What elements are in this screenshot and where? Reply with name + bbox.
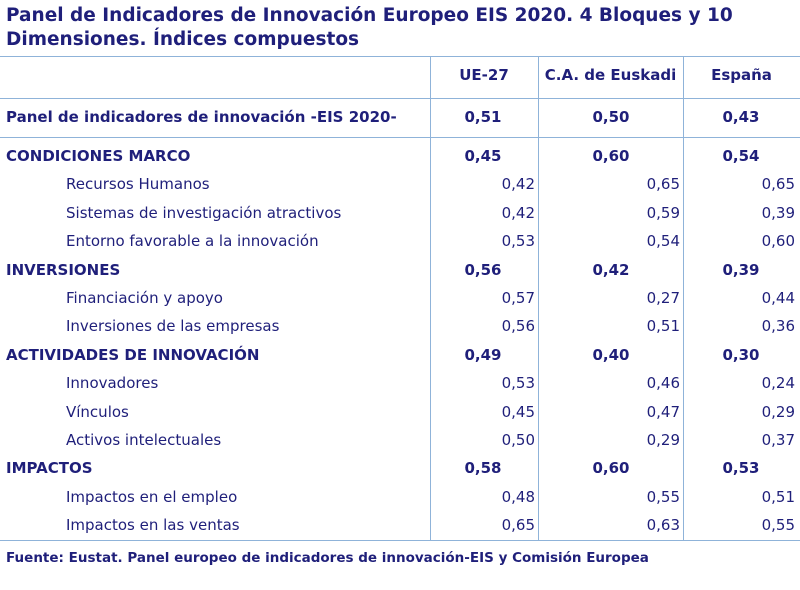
- cell-value: 0,45: [464, 147, 502, 165]
- row-label: Sistemas de investigación atractivos: [66, 203, 342, 222]
- divider: [0, 137, 800, 138]
- row-label: Impactos en las ventas: [66, 516, 240, 535]
- cell-value: 0,63: [646, 516, 680, 535]
- cell-value: 0,48: [501, 487, 535, 506]
- cell-value: 0,51: [464, 108, 502, 126]
- cell-value: 0,42: [501, 175, 535, 194]
- row-label: CONDICIONES MARCO: [6, 147, 191, 165]
- column-header-espana: España: [711, 66, 772, 84]
- column-header-euskadi: C.A. de Euskadi: [544, 66, 677, 84]
- cell-value: 0,55: [761, 516, 795, 535]
- cell-value: 0,53: [722, 459, 760, 478]
- divider: [0, 56, 800, 57]
- cell-value: 0,42: [501, 203, 535, 222]
- divider: [0, 98, 800, 99]
- cell-value: 0,58: [464, 459, 502, 478]
- group-row: IMPACTOS 0,58 0,60 0,53: [0, 454, 800, 482]
- cell-value: 0,65: [501, 516, 535, 535]
- cell-value: 0,43: [722, 108, 760, 126]
- cell-value: 0,54: [646, 232, 680, 251]
- row-label: IMPACTOS: [6, 459, 93, 478]
- item-row: Impactos en las ventas 0,65 0,63 0,55: [0, 511, 800, 539]
- cell-value: 0,42: [592, 260, 630, 279]
- column-header-ue27: UE-27: [459, 66, 509, 84]
- divider: [0, 540, 800, 541]
- cell-value: 0,50: [592, 108, 630, 126]
- summary-row: Panel de indicadores de innovación -EIS …: [0, 103, 800, 131]
- cell-value: 0,36: [761, 317, 795, 336]
- row-label: Activos intelectuales: [66, 431, 222, 449]
- row-label: Entorno favorable a la innovación: [66, 232, 319, 251]
- cell-value: 0,40: [592, 345, 630, 364]
- row-label: INVERSIONES: [6, 260, 121, 279]
- cell-value: 0,47: [646, 402, 680, 421]
- item-row: Recursos Humanos 0,42 0,65 0,65: [0, 170, 800, 198]
- cell-value: 0,59: [646, 203, 680, 222]
- group-row: INVERSIONES 0,56 0,42 0,39: [0, 256, 800, 284]
- cell-value: 0,51: [761, 487, 795, 506]
- cell-value: 0,60: [592, 459, 630, 478]
- item-row: Impactos en el empleo 0,48 0,55 0,51: [0, 483, 800, 511]
- cell-value: 0,60: [761, 232, 795, 251]
- cell-value: 0,65: [646, 175, 680, 194]
- cell-value: 0,53: [501, 232, 535, 251]
- cell-value: 0,39: [722, 260, 760, 279]
- source-note: Fuente: Eustat. Panel europeo de indicad…: [6, 550, 649, 566]
- divider: [538, 56, 539, 540]
- cell-value: 0,53: [501, 374, 535, 393]
- cell-value: 0,55: [646, 487, 680, 506]
- cell-value: 0,30: [722, 345, 760, 364]
- divider: [430, 56, 431, 540]
- item-row: Sistemas de investigación atractivos 0,42…: [0, 199, 800, 227]
- item-row: Inversiones de las empresas 0,56 0,51 0,36: [0, 312, 800, 340]
- group-row: CONDICIONES MARCO 0,45 0,60 0,54: [0, 142, 800, 170]
- row-label: ACTIVIDADES DE INNOVACIÓN: [6, 345, 260, 364]
- row-label: Recursos Humanos: [66, 175, 210, 194]
- cell-value: 0,54: [722, 147, 760, 165]
- cell-value: 0,29: [761, 402, 795, 421]
- cell-value: 0,29: [646, 431, 680, 449]
- row-label: Impactos en el empleo: [66, 487, 238, 506]
- cell-value: 0,65: [761, 175, 795, 194]
- cell-value: 0,60: [592, 147, 630, 165]
- cell-value: 0,39: [761, 203, 795, 222]
- cell-value: 0,50: [501, 431, 535, 449]
- cell-value: 0,51: [646, 317, 680, 336]
- cell-value: 0,49: [464, 345, 502, 364]
- cell-value: 0,24: [761, 374, 795, 393]
- table-title: Panel de Indicadores de Innovación Europ…: [6, 5, 733, 50]
- row-label: Vínculos: [66, 402, 129, 421]
- row-label: Innovadores: [66, 374, 159, 393]
- item-row: Vínculos 0,45 0,47 0,29: [0, 398, 800, 426]
- cell-value: 0,56: [464, 260, 502, 279]
- cell-value: 0,57: [501, 289, 535, 307]
- row-label: Inversiones de las empresas: [66, 317, 280, 336]
- item-row: Financiación y apoyo 0,57 0,27 0,44: [0, 284, 800, 312]
- item-row: Activos intelectuales 0,50 0,29 0,37: [0, 426, 800, 454]
- item-row: Innovadores 0,53 0,46 0,24: [0, 369, 800, 397]
- cell-value: 0,46: [646, 374, 680, 393]
- row-label: Panel de indicadores de innovación -EIS …: [6, 108, 397, 126]
- cell-value: 0,44: [761, 289, 795, 307]
- cell-value: 0,56: [501, 317, 535, 336]
- cell-value: 0,37: [761, 431, 795, 449]
- row-label: Financiación y apoyo: [66, 289, 223, 307]
- divider: [683, 56, 684, 540]
- item-row: Entorno favorable a la innovación 0,53 0,5…: [0, 227, 800, 255]
- cell-value: 0,45: [501, 402, 535, 421]
- cell-value: 0,27: [646, 289, 680, 307]
- group-row: ACTIVIDADES DE INNOVACIÓN 0,49 0,40 0,30: [0, 341, 800, 369]
